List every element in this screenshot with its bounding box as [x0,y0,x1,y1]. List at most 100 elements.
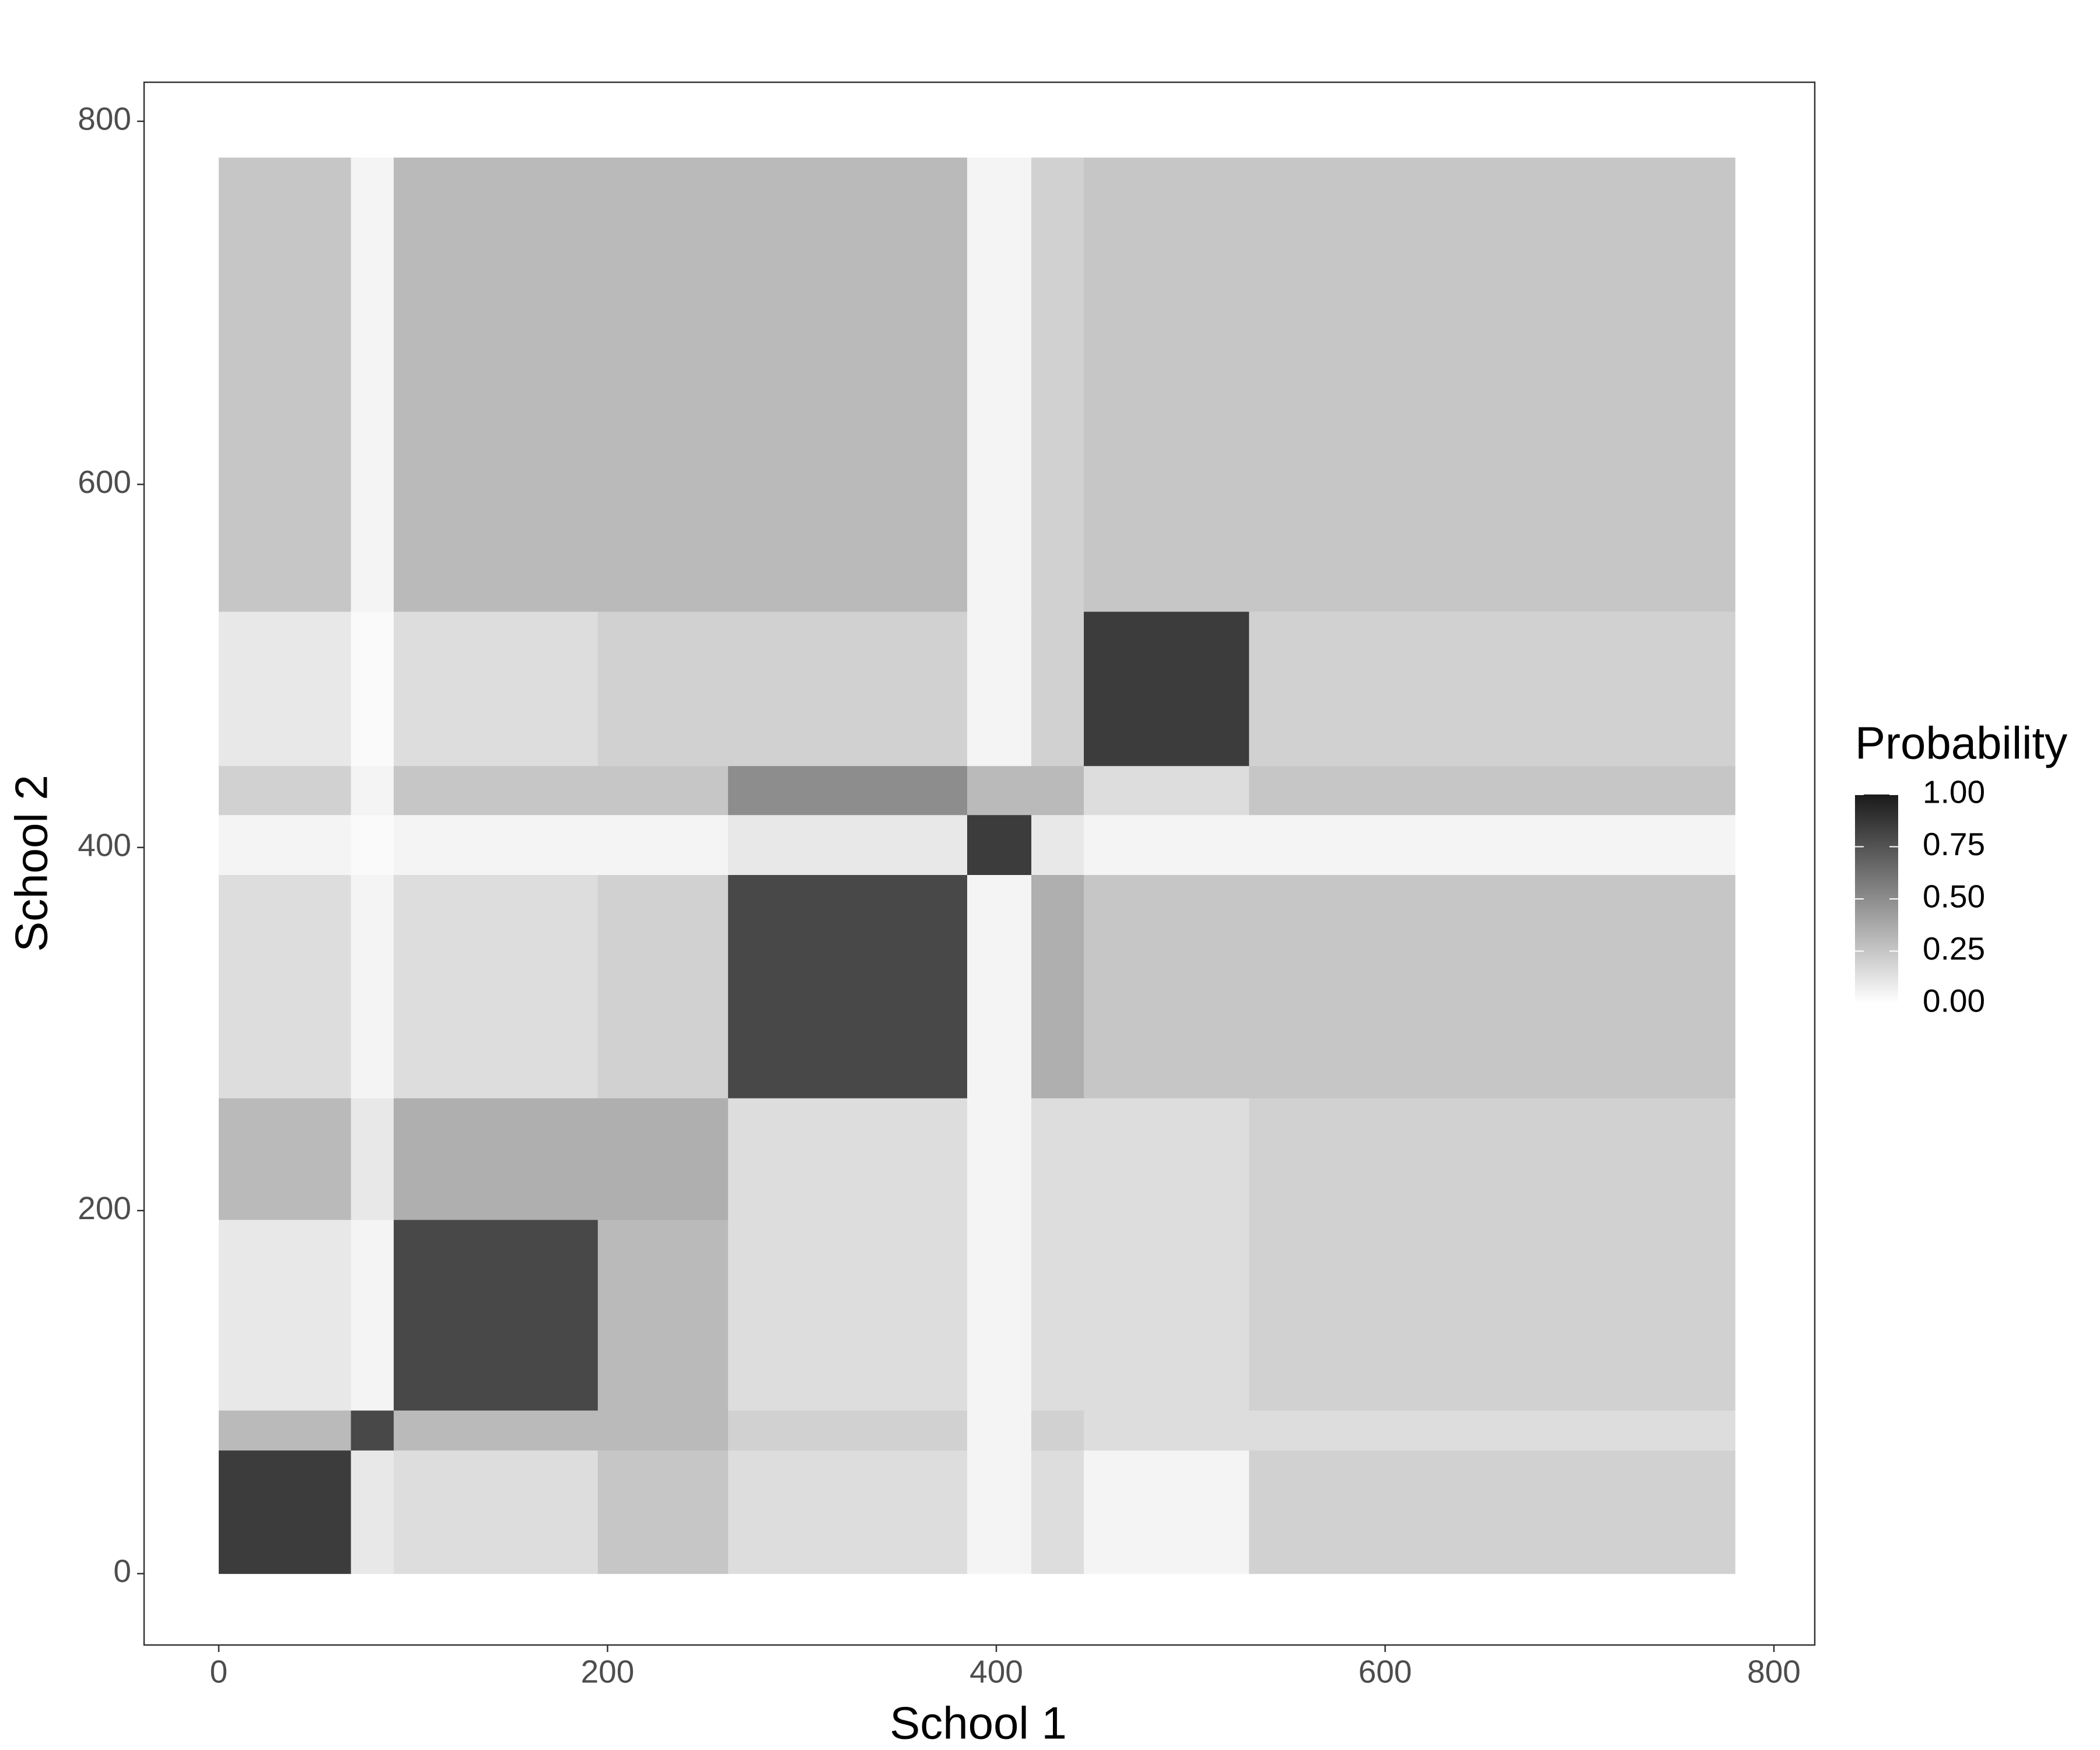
heatmap-cell [1083,1098,1250,1220]
heatmap-cell [597,1219,729,1411]
heatmap-cell [351,158,394,612]
heatmap-cell [728,1219,968,1411]
heatmap-cell [597,1450,729,1574]
heatmap-cell [1031,1450,1084,1574]
heatmap-cell [351,1098,394,1220]
heatmap-cell [393,1219,598,1411]
heatmap-cell [393,611,598,766]
heatmap-cell [728,158,968,612]
y-tick-label: 400 [78,827,131,863]
heatmap-cell [218,1098,352,1220]
heatmap-cell [967,814,1032,875]
heatmap-cell [351,1410,394,1451]
heatmap-cell [393,1450,598,1574]
heatmap-cell [728,1410,968,1451]
heatmap-cell [393,814,598,875]
heatmap-cell [1249,1098,1735,1220]
heatmap-cell [967,1450,1032,1574]
heatmap-cell [1031,765,1084,816]
heatmap-cell [218,765,352,816]
heatmap-cell [1083,1450,1250,1574]
heatmap-cell [1083,765,1250,816]
legend-label: 0.75 [1923,826,1985,862]
x-tick-label: 400 [970,1654,1023,1690]
heatmap-cell [1031,611,1084,766]
heatmap-cell [218,1219,352,1411]
heatmap-cell [393,1410,598,1451]
y-tick-label: 600 [78,464,131,500]
heatmap-cell [728,814,968,875]
heatmap-cell [597,1098,729,1220]
heatmap-cell [1083,1219,1250,1411]
heatmap-cell [967,1410,1032,1451]
heatmap-cell [218,874,352,1098]
heatmap-cell [351,1450,394,1574]
heatmap-cell [218,158,352,612]
heatmap-cell [393,158,598,612]
heatmap-cell [351,814,394,875]
heatmap-cell [967,765,1032,816]
heatmap-cell [597,814,729,875]
heatmap-cell [597,765,729,816]
heatmap-cell [967,158,1032,612]
heatmap-cell [728,765,968,816]
legend-label: 0.50 [1923,878,1985,915]
heatmap-cell [1249,1410,1735,1451]
heatmap-cell [1249,814,1735,875]
legend-label: 1.00 [1923,774,1985,810]
heatmap-cell [351,874,394,1098]
heatmap-cell [393,874,598,1098]
heatmap-cell [597,1410,729,1451]
heatmap-cell [1249,158,1735,612]
heatmap-cell [393,765,598,816]
x-tick-label: 0 [210,1654,228,1690]
heatmap-cell [1083,1410,1250,1451]
y-tick-label: 800 [78,100,131,136]
heatmap-cell [351,1219,394,1411]
heatmap-cell [1249,611,1735,766]
heatmap-cell [1031,814,1084,875]
heatmap-cell [728,1450,968,1574]
heatmap-cell [728,611,968,766]
heatmap-cell [967,874,1032,1098]
heatmap-cell [1031,158,1084,612]
heatmap-cell [351,765,394,816]
heatmap-cell [218,1450,352,1574]
heatmap-cell [1031,1219,1084,1411]
heatmap-cell [1031,1410,1084,1451]
heatmap-cell [1249,765,1735,816]
y-tick-label: 0 [113,1553,131,1589]
x-tick-label: 800 [1747,1654,1801,1690]
heatmap-cell [1249,874,1735,1098]
legend-label: 0.00 [1923,983,1985,1019]
heatmap-cell [393,1098,598,1220]
heatmap-cell [351,611,394,766]
x-tick-label: 200 [581,1654,635,1690]
panel-border [143,81,1816,1646]
legend-title: Probability [1855,718,2067,769]
y-axis-title: School 2 [6,775,57,952]
heatmap-cell [1031,1098,1084,1220]
x-axis-title: School 1 [890,1698,1067,1749]
heatmap-cell [597,611,729,766]
heatmap-cell [1031,874,1084,1098]
heatmap-cell [1083,814,1250,875]
heatmap-cell [597,874,729,1098]
heatmap-cell [967,611,1032,766]
heatmap-cell [1249,1450,1735,1574]
heatmap-cell [967,1098,1032,1220]
heatmap-cell [1249,1219,1735,1411]
heatmap-cell [218,611,352,766]
heatmap-cell [967,1219,1032,1411]
heatmap-cell [728,1098,968,1220]
heatmap-cell [728,874,968,1098]
x-tick-label: 600 [1359,1654,1412,1690]
heatmap-cell [597,158,729,612]
y-tick-label: 200 [78,1190,131,1226]
heatmap-cell [1083,874,1250,1098]
heatmap-cell [218,1410,352,1451]
heatmap-cell [218,814,352,875]
heatmap-cell [1083,158,1250,612]
